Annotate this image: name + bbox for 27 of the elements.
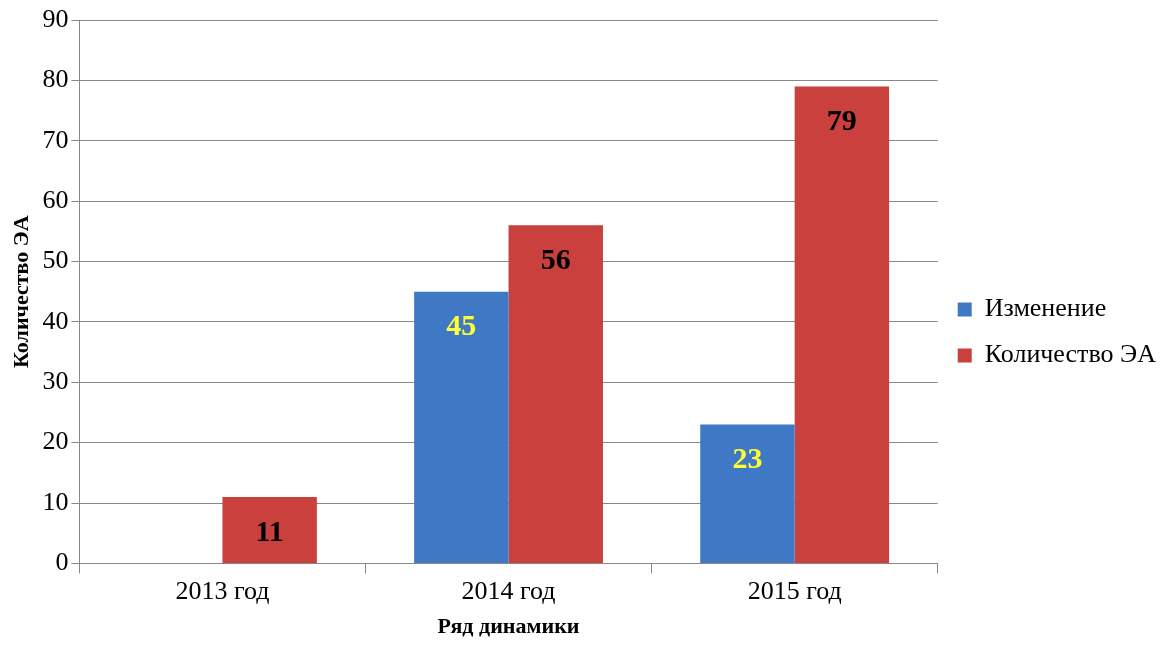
x-axis-title: Ряд динамики	[437, 613, 580, 639]
legend-label: Изменение	[984, 293, 1107, 323]
y-axis-title: Количество ЭА	[7, 215, 33, 369]
bar	[414, 291, 509, 563]
data-label: 11	[255, 513, 284, 547]
y-tick-label: 0	[55, 547, 69, 577]
bar	[794, 86, 890, 563]
bar	[700, 424, 795, 563]
x-tick-label: 2013 год	[175, 575, 270, 605]
data-label: 56	[540, 242, 571, 276]
bar	[222, 496, 317, 563]
y-tick-label: 90	[42, 3, 69, 33]
y-tick-label: 60	[42, 184, 69, 214]
bar	[508, 225, 603, 563]
x-tick-label: 2015 год	[747, 575, 842, 605]
y-tick-label: 30	[42, 366, 69, 396]
y-tick-label: 20	[42, 426, 69, 456]
y-tick-label: 80	[42, 64, 69, 94]
data-label: 23	[732, 441, 763, 475]
y-tick-label: 10	[42, 486, 69, 516]
data-label: 45	[446, 308, 477, 342]
data-label: 79	[826, 103, 857, 137]
y-tick-label: 40	[42, 305, 69, 335]
y-tick-label: 70	[42, 124, 69, 154]
y-tick-label: 50	[42, 245, 69, 275]
legend-label: Количество ЭА	[984, 339, 1157, 369]
x-tick-label: 2014 год	[461, 575, 556, 605]
